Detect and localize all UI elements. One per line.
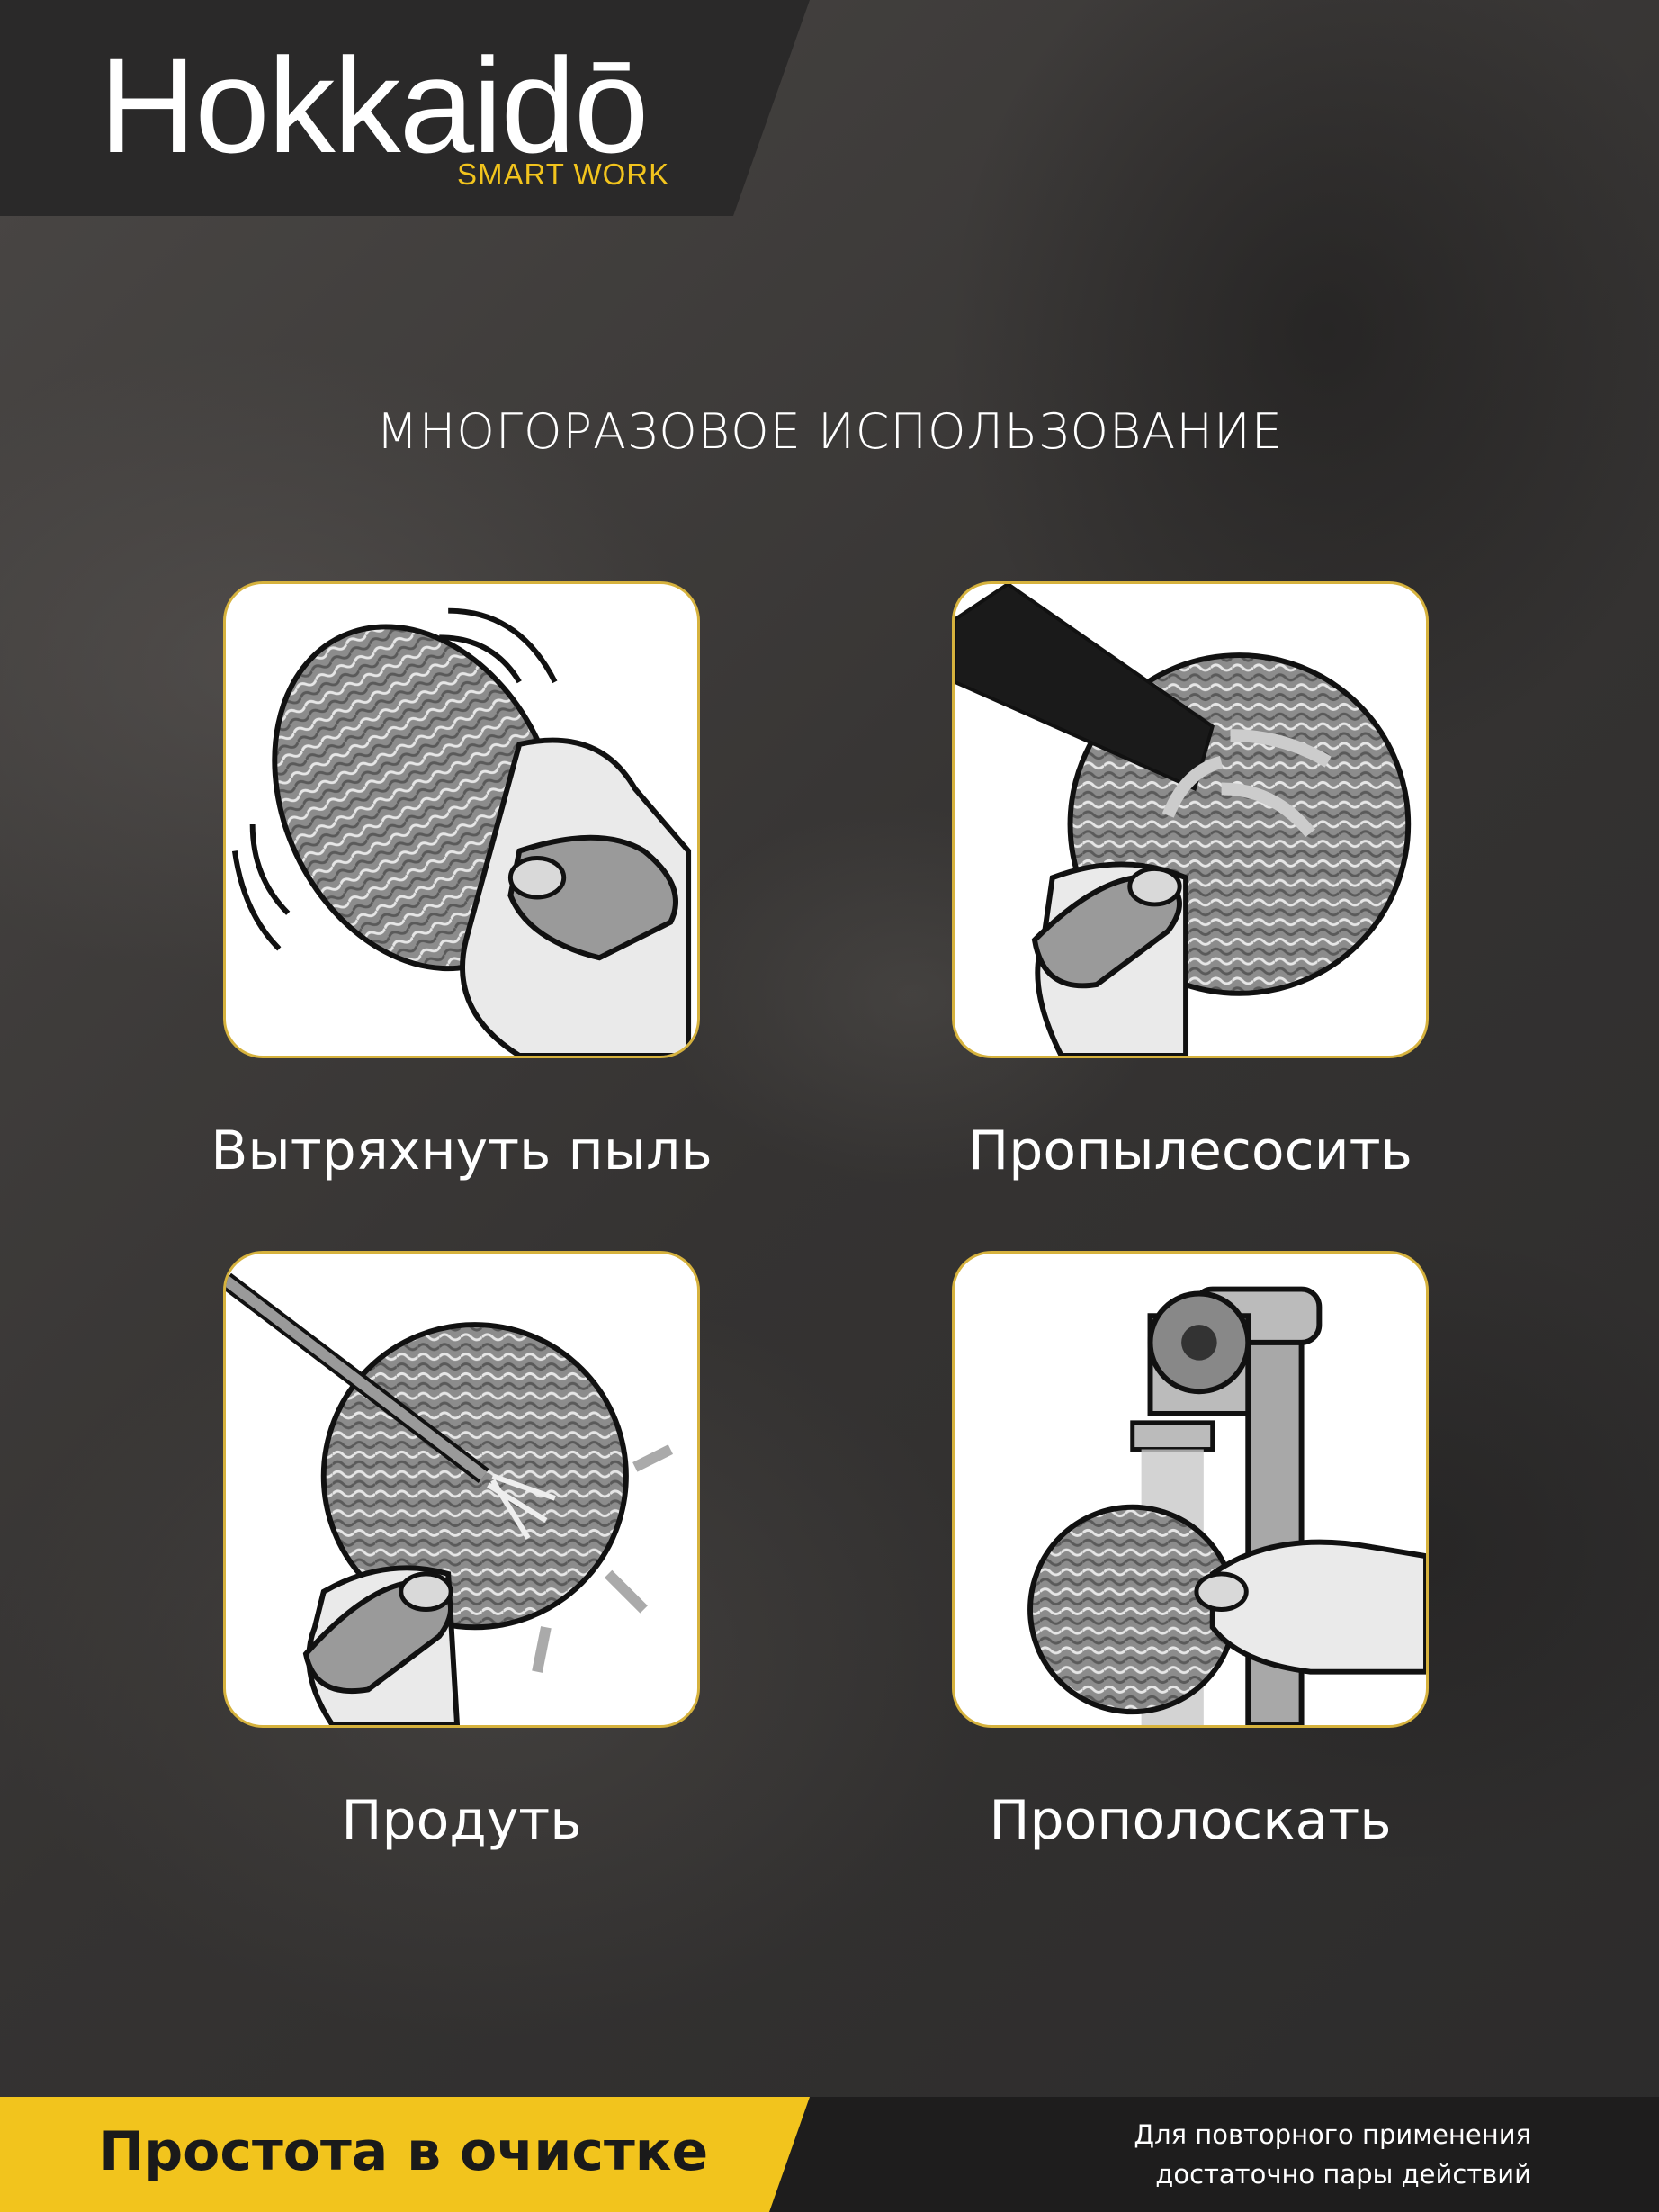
step-card-shake [223,581,700,1058]
step-label-shake: Вытряхнуть пыль [211,1119,713,1182]
header-band [0,0,810,216]
vacuum-filter-icon [955,584,1412,1056]
footer-slogan: Простота в очистке [99,2120,709,2183]
footer-accent-band [0,2097,810,2212]
step-label-blow: Продуть [341,1789,582,1852]
step-card-vacuum [952,581,1429,1058]
footer-note-line1: Для повторного применения [1134,2119,1531,2150]
section-title: МНОГОРАЗОВОЕ ИСПОЛЬЗОВАНИЕ [376,403,1283,460]
footer-note: Для повторного применения достаточно пар… [1134,2115,1531,2194]
footer-note-line2: достаточно пары действий [1155,2159,1531,2190]
step-card-blow [223,1251,700,1728]
step-label-vacuum: Пропылесосить [968,1119,1412,1182]
brand-logo: Hokkaidō [99,30,649,181]
blow-filter-icon [226,1272,673,1725]
shake-filter-icon [231,607,692,1056]
rinse-filter-icon [1027,1286,1426,1725]
step-card-rinse [952,1251,1429,1728]
step-label-rinse: Прополоскать [989,1789,1392,1852]
brand-tagline: SMART WORK [457,157,670,191]
